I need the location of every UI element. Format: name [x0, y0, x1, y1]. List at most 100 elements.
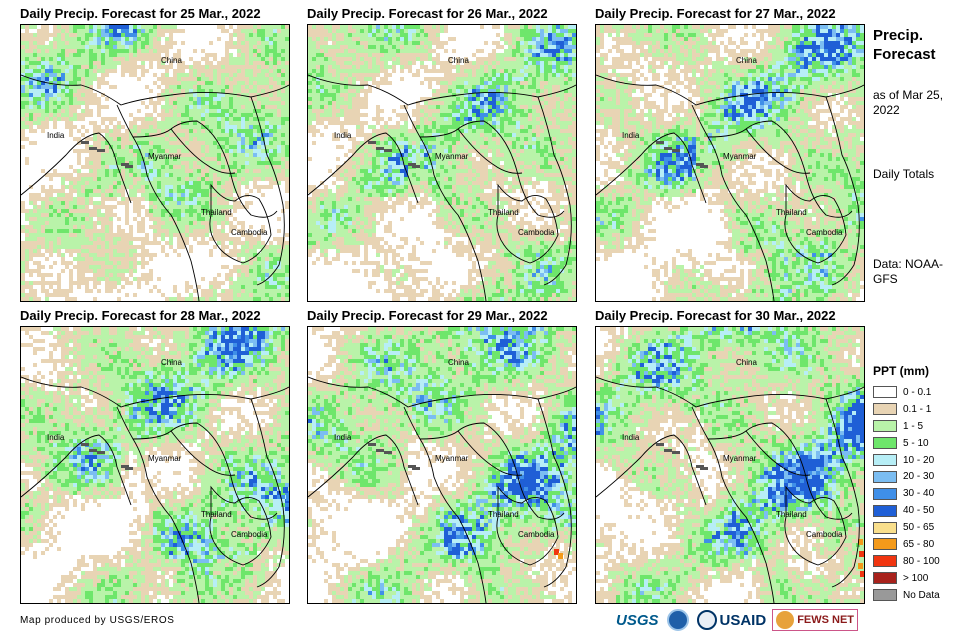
- legend-swatch: [873, 487, 897, 500]
- legend-item: No Data: [873, 587, 965, 604]
- precip-map: China India Myanmar Thailand Cambodia: [307, 24, 577, 302]
- country-border: [496, 183, 559, 264]
- coastline-segment: [408, 163, 416, 166]
- legend-label: > 100: [903, 573, 928, 584]
- coastline-segment: [121, 465, 129, 468]
- coastline-segment: [408, 465, 416, 468]
- legend-heading: Precip. Forecast: [873, 26, 963, 64]
- country-border: [784, 183, 847, 264]
- country-label-thailand: Thailand: [488, 510, 519, 519]
- precip-cells: [596, 25, 864, 301]
- country-label-thailand: Thailand: [776, 208, 807, 217]
- legend-label: 20 - 30: [903, 471, 934, 482]
- heavy-rain-cell: [283, 487, 288, 493]
- country-border: [250, 398, 285, 588]
- legend-swatch: [873, 420, 897, 433]
- legend-item: 0 - 0.1: [873, 384, 965, 401]
- legend-label: 0.1 - 1: [903, 404, 931, 415]
- data-source: Data: NOAA-GFS: [873, 257, 963, 287]
- usgs-logo-text: USGS: [616, 612, 659, 629]
- country-border: [21, 376, 289, 408]
- noaa-logo: [666, 609, 689, 631]
- fewsnet-logo: FEWS NET: [772, 609, 859, 631]
- legend-label: No Data: [903, 590, 940, 601]
- country-label-thailand: Thailand: [488, 208, 519, 217]
- precip-map-svg: China India Myanmar Thailand Cambodia: [596, 327, 864, 603]
- country-label-india: India: [334, 131, 352, 140]
- coastline-segment: [368, 443, 376, 446]
- country-border: [132, 422, 278, 520]
- country-border: [745, 128, 811, 174]
- coastline-segment: [125, 467, 133, 470]
- country-label-myanmar: Myanmar: [148, 152, 182, 161]
- heavy-rain-cell: [859, 551, 864, 557]
- precip-cells: [308, 327, 576, 603]
- country-label-cambodia: Cambodia: [231, 228, 268, 237]
- country-border: [596, 74, 864, 106]
- precip-cells: [308, 25, 576, 301]
- panel-title: Daily Precip. Forecast for 25 Mar., 2022: [20, 6, 261, 21]
- legend-swatch: [873, 589, 897, 602]
- legend-item: 5 - 10: [873, 435, 965, 452]
- usaid-logo-text: USAID: [720, 612, 767, 629]
- heavy-rain-cell: [286, 495, 289, 501]
- panel-title: Daily Precip. Forecast for 29 Mar., 2022: [307, 308, 548, 323]
- heavy-rain-cell: [554, 549, 559, 555]
- country-label-india: India: [47, 131, 65, 140]
- legend-item: 10 - 20: [873, 452, 965, 469]
- legend-item: 20 - 30: [873, 468, 965, 485]
- country-label-cambodia: Cambodia: [518, 228, 555, 237]
- coastline-segment: [656, 443, 664, 446]
- precip-map-svg: China India Myanmar Thailand Cambodia: [596, 25, 864, 301]
- fewsnet-logo-text: FEWS NET: [797, 614, 854, 626]
- country-border: [170, 128, 236, 174]
- legend-label: 30 - 40: [903, 488, 934, 499]
- coastline-segment: [664, 147, 672, 150]
- legend-label: 0 - 0.1: [903, 387, 931, 398]
- usgs-logo: USGS: [616, 612, 659, 629]
- legend-item: 65 - 80: [873, 536, 965, 553]
- legend-swatch: [873, 470, 897, 483]
- legend-label: 10 - 20: [903, 455, 934, 466]
- precip-map-svg: China India Myanmar Thailand Cambodia: [308, 25, 576, 301]
- country-label-cambodia: Cambodia: [231, 530, 268, 539]
- country-border: [707, 120, 853, 218]
- legend-label: 5 - 10: [903, 438, 929, 449]
- legend-label: 65 - 80: [903, 539, 934, 550]
- country-border: [496, 485, 559, 566]
- precip-cells: [21, 327, 289, 603]
- legend-swatch: [873, 403, 897, 416]
- country-border: [745, 430, 811, 476]
- legend-swatch: [873, 386, 897, 399]
- country-label-china: China: [448, 358, 469, 367]
- legend-swatch: [873, 504, 897, 517]
- country-border: [116, 406, 200, 603]
- partner-logos: USGS USAID FEWS NET: [616, 607, 864, 633]
- country-border: [457, 128, 523, 174]
- coastline-segment: [81, 141, 89, 144]
- country-border: [308, 74, 576, 106]
- legend-rows: 0 - 0.1 0.1 - 1 1 - 5 5 - 10 10 - 20 20 - 30 3…: [873, 384, 965, 604]
- panel-title: Daily Precip. Forecast for 27 Mar., 2022: [595, 6, 836, 21]
- legend-item: 50 - 65: [873, 519, 965, 536]
- coastline-segment: [81, 443, 89, 446]
- precip-map: China India Myanmar Thailand Cambodia: [20, 326, 290, 604]
- country-label-india: India: [622, 131, 640, 140]
- country-border: [116, 104, 200, 301]
- country-label-india: India: [334, 433, 352, 442]
- forecast-date: as of Mar 25, 2022: [873, 88, 965, 118]
- panel-title: Daily Precip. Forecast for 30 Mar., 2022: [595, 308, 836, 323]
- country-label-thailand: Thailand: [201, 510, 232, 519]
- coastline-segment: [97, 149, 105, 152]
- coastline-segment: [696, 163, 704, 166]
- coastline-segment: [412, 165, 420, 168]
- legend-item: > 100: [873, 570, 965, 587]
- country-border: [419, 120, 565, 218]
- country-label-myanmar: Myanmar: [723, 152, 757, 161]
- country-label-myanmar: Myanmar: [435, 454, 469, 463]
- usaid-logo: USAID: [696, 610, 767, 630]
- country-border: [691, 104, 775, 301]
- country-border: [784, 485, 847, 566]
- legend-label: 50 - 65: [903, 522, 934, 533]
- country-label-myanmar: Myanmar: [148, 454, 182, 463]
